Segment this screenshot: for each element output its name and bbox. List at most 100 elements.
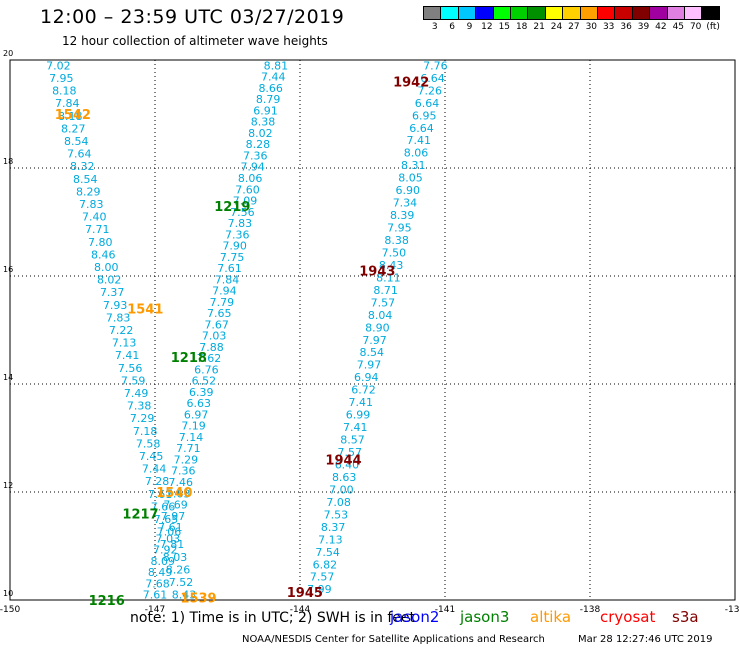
wave-height-value: 6.72 [351, 384, 376, 397]
wave-height-value: 7.44 [142, 463, 167, 476]
colorbar-label: 70 [689, 22, 702, 32]
wave-height-value: 7.29 [174, 453, 199, 466]
wave-height-value: 7.95 [387, 222, 412, 235]
wave-height-value: 8.02 [97, 274, 122, 287]
wave-height-value: 6.39 [189, 386, 214, 399]
wave-height-value: 7.97 [161, 510, 186, 523]
wave-height-value: 7.61 [148, 488, 173, 501]
wave-height-value: 7.40 [82, 211, 107, 224]
colorbar-label: 36 [620, 22, 632, 32]
wave-height-value: 7.57 [371, 296, 396, 309]
wave-height-value: 7.80 [88, 236, 113, 249]
wave-height-value: 7.62 [197, 352, 222, 365]
pass-number-label: 1539 [180, 591, 216, 606]
wave-height-value: 7.14 [179, 431, 204, 444]
wave-height-value: 7.52 [169, 576, 194, 589]
wave-height-value: 7.97 [362, 334, 387, 347]
wave-height-value: 7.83 [228, 217, 253, 230]
wave-height-value: 7.76 [423, 59, 448, 72]
wave-height-value: 8.79 [256, 93, 281, 106]
wave-height-value: 7.41 [349, 396, 374, 409]
wave-height-value: 7.34 [393, 197, 418, 210]
legend-cryosat: cryosat [600, 608, 656, 626]
wave-height-value: 7.97 [357, 359, 382, 372]
wave-height-value: 7.02 [46, 59, 71, 72]
colorbar-label: 45 [672, 22, 685, 32]
wave-height-value: 7.45 [139, 450, 164, 463]
colorbar-label: 3 [431, 22, 438, 32]
pass-number-label: 1540 [156, 486, 192, 501]
colorbar-label: 9 [466, 22, 473, 32]
colorbar-label: 30 [585, 22, 598, 32]
pass-number-label: 1219 [214, 200, 250, 215]
wave-height-value: 8.04 [368, 309, 393, 322]
y-tick-label: 12 [3, 481, 13, 490]
wave-height-value: 7.95 [49, 72, 74, 85]
wave-height-value: 7.28 [145, 475, 170, 488]
wave-height-value: 7.84 [55, 97, 80, 110]
wave-height-value: 6.95 [412, 109, 437, 122]
wave-height-value: 7.57 [337, 446, 362, 459]
wave-height-value: 7.41 [115, 349, 140, 362]
wave-height-value: 8.81 [264, 59, 289, 72]
wave-height-value: 8.90 [365, 321, 390, 334]
footer-credit: NOAA/NESDIS Center for Satellite Applica… [242, 634, 545, 645]
wave-height-value: 7.64 [67, 148, 92, 161]
wave-height-value: 8.32 [70, 160, 95, 173]
wave-height-value: 8.05 [398, 172, 423, 185]
wave-height-value: 7.94 [240, 161, 265, 174]
wave-height-value: 7.56 [118, 362, 143, 375]
wave-height-value: 7.19 [181, 420, 206, 433]
wave-height-value: 7.84 [215, 273, 240, 286]
colorbar-label: (ft) [706, 22, 720, 32]
wave-height-value: 7.61 [143, 589, 168, 602]
wave-height-value: 8.39 [390, 209, 415, 222]
wave-height-value: 8.71 [373, 284, 398, 297]
wave-height-value: 8.49 [148, 566, 173, 579]
colorbar-label: 27 [568, 22, 580, 32]
wave-height-value: 7.94 [212, 285, 237, 298]
wave-height-value: 7.60 [235, 183, 260, 196]
wave-height-value: 7.63 [166, 487, 191, 500]
pass-number-label: 1945 [287, 586, 323, 601]
wave-height-value: 8.28 [246, 138, 271, 151]
wave-height-value: 6.63 [186, 397, 211, 410]
wave-height-value: 7.46 [168, 476, 193, 489]
wave-height-value: 7.59 [121, 374, 146, 387]
wave-height-value: 7.36 [171, 465, 196, 478]
wave-height-value: 8.54 [73, 173, 98, 186]
y-tick-label: 14 [3, 373, 13, 382]
wave-height-value: 7.99 [307, 583, 332, 596]
x-tick-label: -141 [435, 605, 455, 615]
wave-height-value: 8.63 [332, 471, 357, 484]
colorbar-label: 21 [533, 22, 545, 32]
wave-height-value: 7.36 [225, 228, 250, 241]
wave-height-value: 6.64 [409, 122, 434, 135]
wave-height-value: 8.03 [163, 551, 188, 564]
wave-height-value: 8.18 [52, 85, 77, 98]
wave-height-value: 7.71 [176, 442, 201, 455]
wave-height-value: 8.26 [166, 563, 191, 576]
wave-height-value: 8.02 [248, 127, 273, 140]
wave-height-value: 8.43 [172, 589, 197, 602]
wave-height-value: 6.94 [354, 371, 379, 384]
wave-height-value: 7.36 [243, 149, 268, 162]
wave-height-value: 7.61 [158, 521, 183, 534]
wave-height-value: 8.38 [384, 234, 409, 247]
wave-height-value: 7.56 [230, 206, 255, 219]
wave-height-value: 8.57 [340, 434, 365, 447]
wave-height-value: 7.68 [145, 577, 170, 590]
colorbar-label: 24 [550, 22, 563, 32]
wave-height-value: 7.81 [160, 538, 185, 551]
wave-height-value: 8.54 [360, 346, 385, 359]
colorbar-label: 39 [637, 22, 650, 32]
wave-height-value: 7.71 [85, 223, 110, 236]
x-tick-label: -147 [145, 605, 165, 615]
pass-number-label: 1942 [393, 76, 429, 91]
colorbar-swatch [701, 6, 720, 20]
wave-height-value: 8.06 [404, 147, 429, 160]
x-tick-label: -135 [725, 605, 740, 615]
wave-height-value: 7.18 [133, 425, 158, 438]
wave-height-value: 7.61 [217, 262, 242, 275]
